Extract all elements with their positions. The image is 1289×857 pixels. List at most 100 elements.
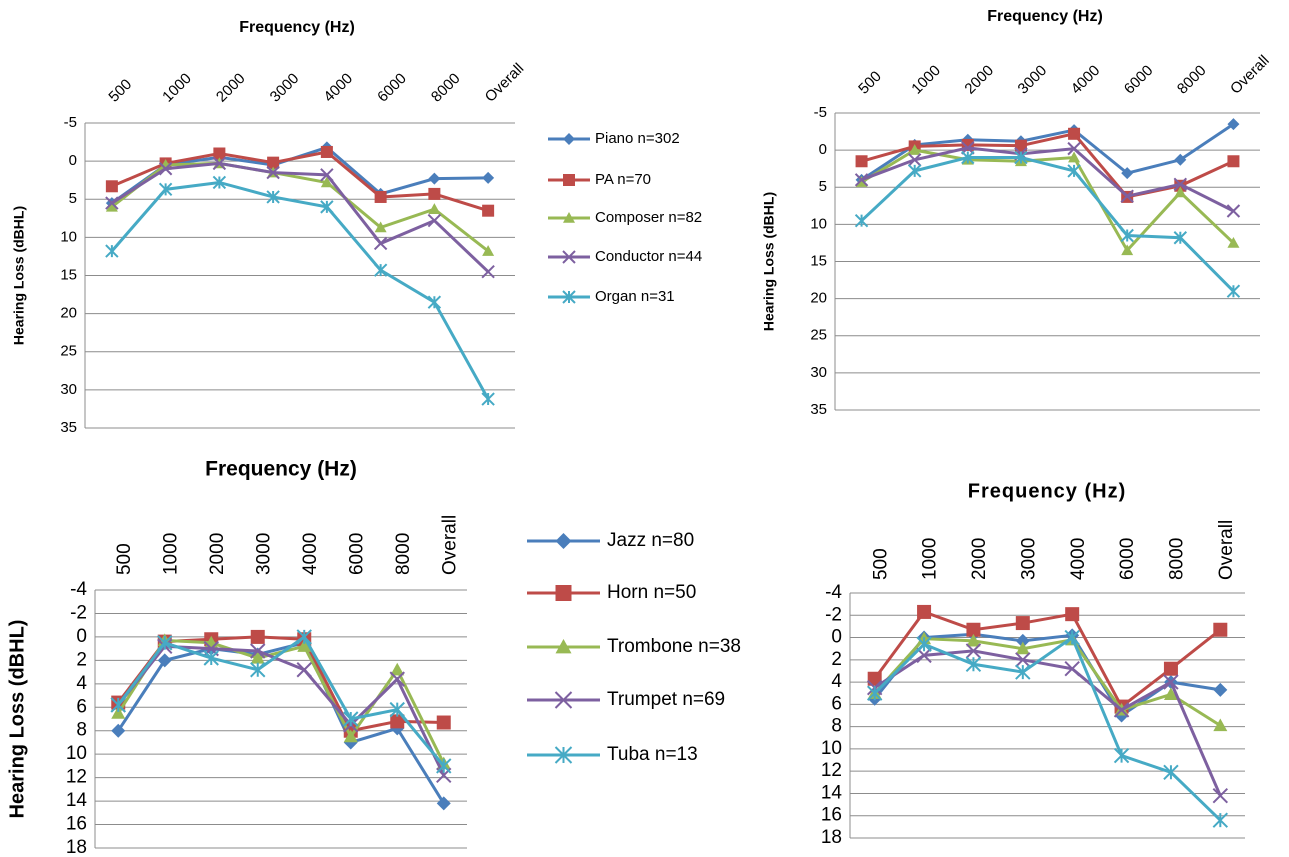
- series-line: [873, 635, 1222, 822]
- legend-marker: [562, 290, 576, 304]
- data-point: [320, 176, 333, 188]
- series-line: [116, 641, 446, 805]
- data-point: [1120, 228, 1134, 243]
- data-point: [436, 758, 452, 774]
- data-point: [428, 203, 441, 214]
- y-axis-label: Hearing Loss (dBHL): [11, 206, 27, 345]
- y-tick-label: 0: [76, 626, 87, 647]
- legend-marker: [555, 585, 572, 601]
- series-line: [110, 180, 490, 400]
- data-point: [427, 213, 442, 228]
- data-point: [266, 165, 280, 180]
- x-tick-label: 500: [114, 543, 135, 575]
- y-tick-label: 10: [60, 228, 77, 245]
- y-tick-label: 4: [831, 671, 842, 692]
- x-tick-label: 1000: [160, 533, 181, 575]
- legend-label: Trumpet n=69: [607, 689, 725, 710]
- data-point: [212, 156, 227, 171]
- y-tick-label: 5: [819, 178, 827, 195]
- data-point: [1173, 231, 1188, 245]
- data-point: [907, 164, 922, 178]
- y-tick-label: 20: [60, 305, 77, 322]
- data-point: [374, 190, 387, 203]
- x-tick-label: Overall: [439, 515, 460, 575]
- x-tick-label: 8000: [393, 533, 414, 575]
- x-tick-label: 6000: [374, 70, 410, 106]
- data-point: [866, 685, 883, 701]
- x-tick-label: Overall: [1227, 52, 1273, 98]
- series-line: [873, 637, 1222, 727]
- data-point: [1213, 682, 1228, 697]
- series-line: [111, 150, 489, 213]
- data-point: [1227, 118, 1240, 131]
- data-point: [373, 236, 388, 251]
- data-point: [157, 635, 173, 651]
- x-tick-label: 500: [105, 76, 135, 106]
- data-point: [1163, 687, 1178, 700]
- y-tick-label: 15: [810, 252, 827, 269]
- x-tick-label: 500: [870, 548, 891, 580]
- legend-marker: [554, 691, 573, 709]
- y-tick-label: -5: [814, 104, 827, 121]
- data-point: [1174, 153, 1187, 166]
- data-point: [854, 173, 869, 187]
- data-point: [1015, 652, 1031, 668]
- y-tick-label: 4: [76, 673, 87, 694]
- data-point: [389, 671, 405, 687]
- series-line: [860, 148, 1235, 253]
- data-point: [390, 714, 405, 729]
- data-point: [1121, 244, 1134, 256]
- data-point: [320, 168, 334, 182]
- data-point: [105, 180, 118, 193]
- data-point: [1227, 236, 1240, 248]
- data-point: [250, 651, 265, 664]
- data-point: [1015, 616, 1030, 631]
- data-point: [343, 711, 359, 727]
- chart-title: Frequency (Hz): [987, 8, 1103, 25]
- y-tick-label: -2: [825, 604, 842, 625]
- data-point: [110, 697, 126, 713]
- y-tick-label: -4: [70, 579, 87, 600]
- data-point: [481, 392, 495, 406]
- data-point: [1213, 622, 1228, 637]
- data-point: [213, 147, 226, 160]
- data-point: [482, 245, 495, 256]
- data-point: [250, 643, 266, 659]
- data-point: [250, 662, 266, 678]
- data-point: [436, 715, 451, 730]
- data-point: [389, 701, 405, 718]
- y-axis-label: Hearing Loss (dBHL): [6, 620, 28, 819]
- x-tick-label: 2000: [207, 533, 228, 575]
- data-point: [1226, 284, 1241, 298]
- y-tick-label: 6: [831, 693, 842, 714]
- data-point: [1227, 155, 1240, 168]
- x-tick-label: 3000: [1015, 62, 1051, 98]
- data-point: [1212, 812, 1229, 828]
- data-point: [105, 196, 119, 210]
- data-point: [1064, 629, 1080, 646]
- data-point: [1226, 204, 1241, 218]
- y-tick-label: 30: [810, 364, 827, 381]
- data-point: [1015, 641, 1030, 655]
- data-point: [855, 155, 868, 168]
- data-point: [203, 650, 219, 666]
- data-point: [105, 200, 118, 212]
- data-point: [428, 172, 441, 185]
- data-point: [373, 263, 388, 277]
- y-tick-label: 25: [60, 343, 77, 360]
- data-point: [297, 639, 312, 652]
- legend-label: PA n=70: [595, 171, 651, 188]
- legend-label: Organ n=31: [595, 288, 675, 305]
- data-point: [1015, 633, 1030, 648]
- x-tick-label: 4000: [320, 70, 356, 106]
- legend-marker: [562, 250, 576, 264]
- series-line: [861, 146, 1235, 213]
- legend-marker: [563, 174, 575, 186]
- x-tick-label: 2000: [213, 70, 249, 106]
- data-point: [1163, 764, 1179, 781]
- data-point: [1014, 150, 1028, 165]
- series-line: [873, 610, 1222, 709]
- x-tick-label: 4000: [300, 533, 321, 575]
- data-point: [320, 200, 334, 214]
